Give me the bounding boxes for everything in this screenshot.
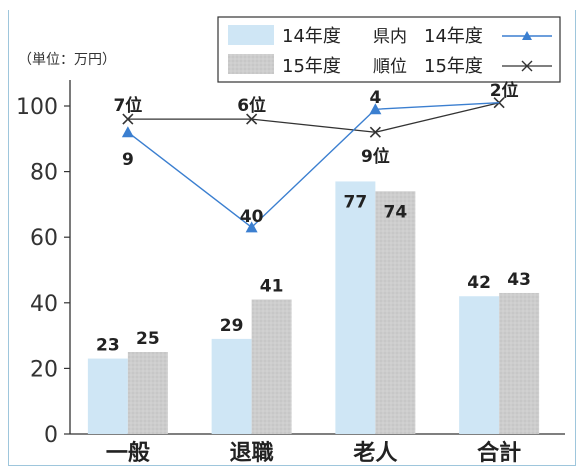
rank-label-14: 4	[369, 88, 381, 108]
rank-marker-14	[369, 103, 382, 115]
rank-marker-15	[122, 113, 134, 125]
rank-lines: 9 40 4 7位 6位 9位 2位	[113, 80, 519, 233]
bar-15	[251, 299, 292, 434]
bar-data-label: 25	[136, 329, 160, 349]
unit-label: （単位：万円）	[18, 52, 116, 68]
legend-rank-group-line1: 県内	[373, 27, 407, 47]
y-tick-label: 40	[30, 292, 58, 317]
legend-box	[217, 16, 561, 83]
bar-data-label: 41	[260, 277, 284, 297]
rank-label-15: 7位	[113, 95, 142, 116]
bar-14	[335, 181, 376, 434]
bar-data-label: 77	[344, 192, 368, 212]
chart-panel	[8, 10, 576, 466]
bar-15	[127, 352, 168, 434]
rank-label-14: 9	[122, 150, 134, 170]
x-tick-label: 合計	[477, 440, 521, 466]
y-tick-label: 60	[30, 226, 58, 251]
legend-rank-group-label: 県内 順位	[373, 27, 412, 77]
x-tick-label: 退職	[230, 440, 274, 466]
rank-line-15	[127, 102, 500, 133]
bar-14	[459, 296, 500, 434]
bar-14	[211, 338, 252, 434]
bar-data-label: 43	[507, 270, 531, 290]
bar-data-label: 29	[220, 316, 244, 336]
rank-label-14: 40	[240, 207, 264, 227]
bar-15	[375, 191, 416, 434]
rank-marker-14	[121, 126, 134, 138]
legend-rank-label-14: 14年度	[424, 26, 483, 47]
rank-marker-15	[369, 126, 381, 138]
bar-data-label: 42	[467, 273, 491, 293]
legend-swatch-14	[228, 25, 274, 45]
rank-label-15: 2位	[490, 80, 519, 101]
legend-swatch-15	[228, 54, 274, 74]
legend-label-14: 14年度	[282, 26, 341, 47]
rank-label-15: 6位	[237, 95, 266, 116]
y-tick-label: 20	[30, 357, 58, 382]
rank-label-15: 9位	[361, 146, 390, 167]
y-tick-label: 0	[44, 423, 58, 448]
bar-14	[87, 358, 128, 434]
x-tick-label: 老人	[352, 441, 397, 466]
legend-rank-label-15: 15年度	[424, 56, 483, 77]
y-tick-label: 100	[16, 95, 58, 120]
bar-15	[499, 292, 540, 434]
legend-rank-marker-14	[522, 31, 532, 40]
bar-data-label: 23	[96, 336, 120, 356]
rank-marker-15	[246, 113, 258, 125]
legend-rank-marker-15	[521, 60, 533, 72]
rank-marker-14	[245, 221, 258, 233]
legend-label-15: 15年度	[282, 56, 341, 77]
rank-line-14	[127, 102, 500, 229]
y-tick-label: 80	[30, 161, 58, 186]
x-tick-label: 一般	[106, 440, 150, 466]
legend-rank-group-line2: 順位	[373, 57, 407, 77]
legend: 14年度 15年度 県内 順位 14年度 15年度	[217, 16, 561, 83]
bars: 23 25 29 41 77 74 42 43	[87, 181, 540, 434]
bar-data-label: 74	[384, 202, 408, 222]
